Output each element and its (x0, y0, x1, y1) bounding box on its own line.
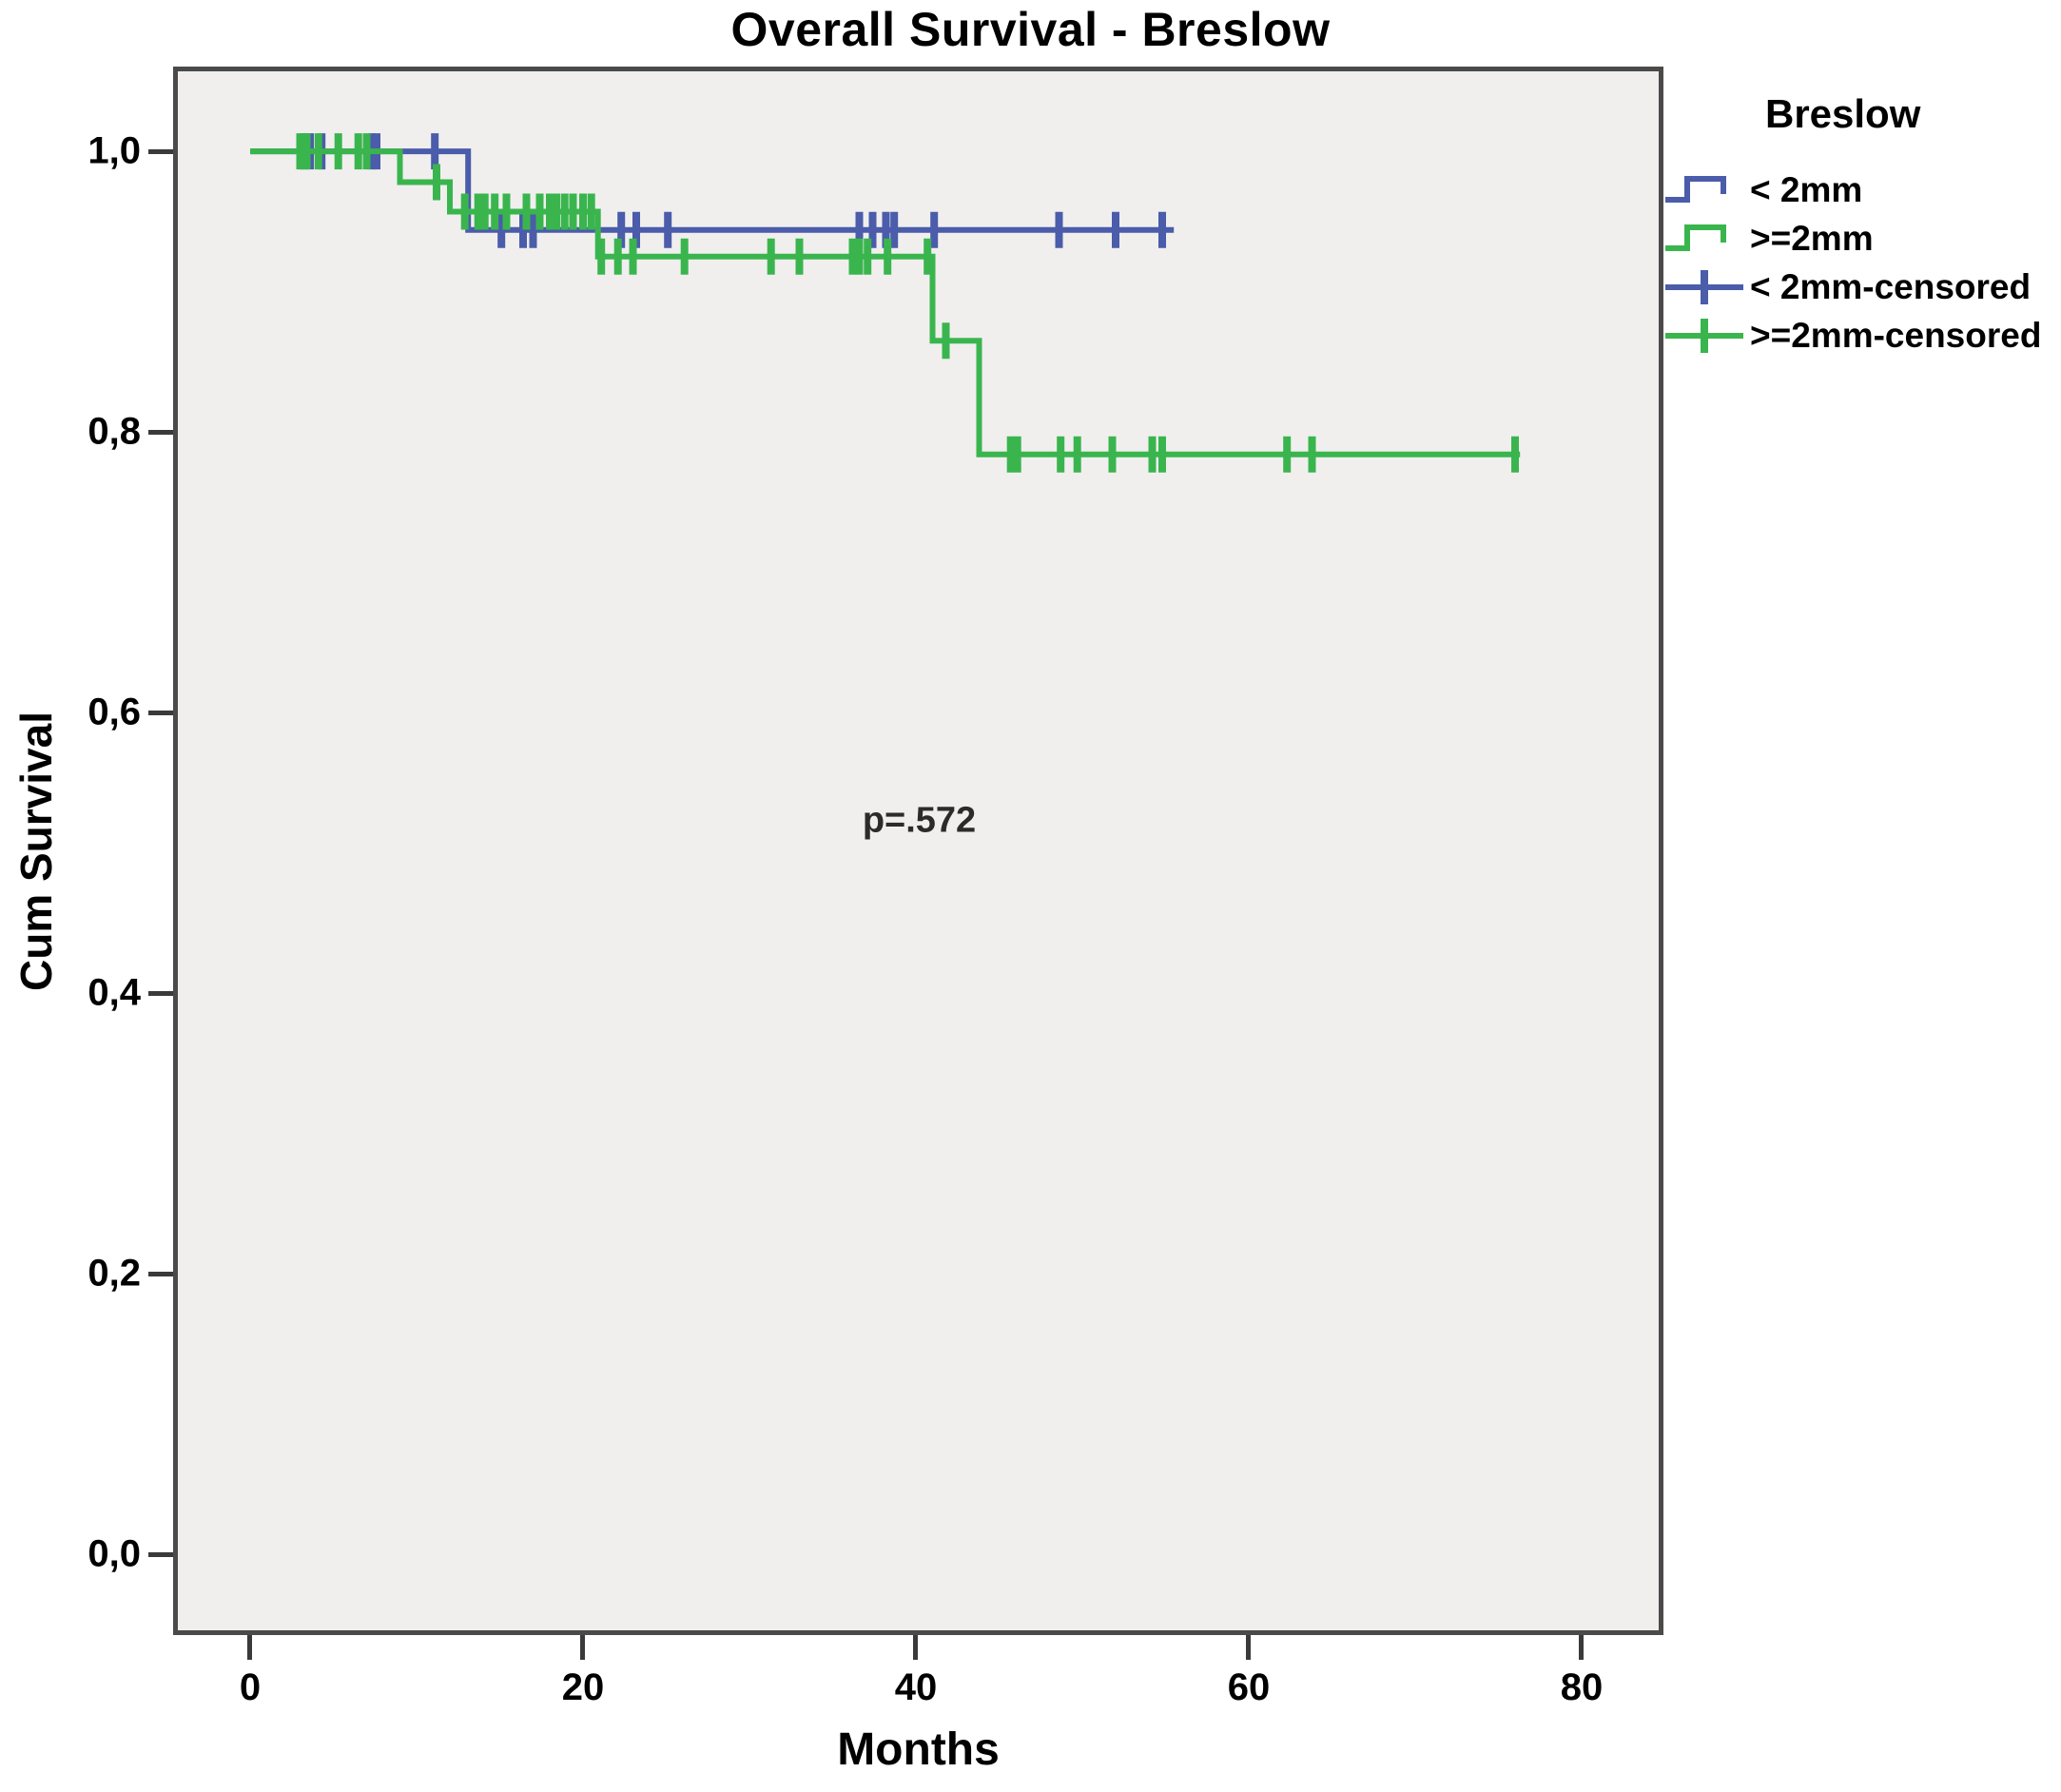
p-value-annotation: p=.572 (863, 801, 976, 841)
censored-line-icon (1665, 269, 1743, 304)
x-tick-mark (913, 1635, 919, 1660)
y-tick-label: 0,4 (87, 971, 141, 1014)
legend-item-label: >=2mm (1750, 218, 1874, 258)
x-tick-label: 0 (239, 1666, 262, 1708)
censored-line-icon (1665, 318, 1743, 353)
y-tick-mark (148, 1551, 173, 1557)
y-axis-label: Cum Survival (11, 711, 61, 991)
step-line-icon (1665, 175, 1726, 203)
legend-items: < 2mm >=2mm < 2mm-censored >=2mm-censored (1662, 166, 2041, 360)
survival-curve-ge2mm (250, 148, 1521, 458)
x-tick-label: 40 (894, 1666, 938, 1708)
y-tick-mark (148, 990, 173, 996)
legend-item: >=2mm (1662, 214, 2041, 263)
x-tick-mark (247, 1635, 253, 1660)
legend-item: < 2mm-censored (1662, 263, 2041, 311)
y-tick-mark (148, 148, 173, 154)
x-tick-label: 20 (561, 1666, 605, 1708)
y-tick-mark (148, 1271, 173, 1276)
legend-title: Breslow (1765, 91, 1921, 136)
survival-curve-lt2mm (250, 148, 1175, 233)
y-tick-mark (148, 710, 173, 715)
step-line-icon (1665, 224, 1726, 251)
y-tick-label: 0,8 (87, 410, 141, 453)
y-tick-label: 0,0 (87, 1532, 141, 1575)
survival-curves-svg: p=.572 (250, 133, 1521, 841)
y-tick-label: 0,6 (87, 691, 141, 733)
legend-item: >=2mm-censored (1662, 311, 2041, 360)
x-tick-label: 80 (1560, 1666, 1604, 1708)
legend-item-label: < 2mm-censored (1750, 266, 2032, 306)
x-tick-mark (1246, 1635, 1252, 1660)
plot-area (173, 67, 1663, 1635)
legend-item: < 2mm (1662, 166, 2041, 214)
x-axis-label: Months (837, 1724, 1000, 1775)
legend-item-label: < 2mm (1750, 169, 1863, 209)
y-tick-mark (148, 429, 173, 435)
y-tick-label: 0,2 (87, 1252, 141, 1295)
x-tick-mark (580, 1635, 586, 1660)
x-tick-mark (1579, 1635, 1585, 1660)
x-tick-label: 60 (1227, 1666, 1271, 1708)
chart-title: Overall Survival - Breslow (730, 3, 1331, 56)
y-tick-label: 1,0 (87, 129, 141, 172)
legend-item-label: >=2mm-censored (1750, 315, 2042, 355)
